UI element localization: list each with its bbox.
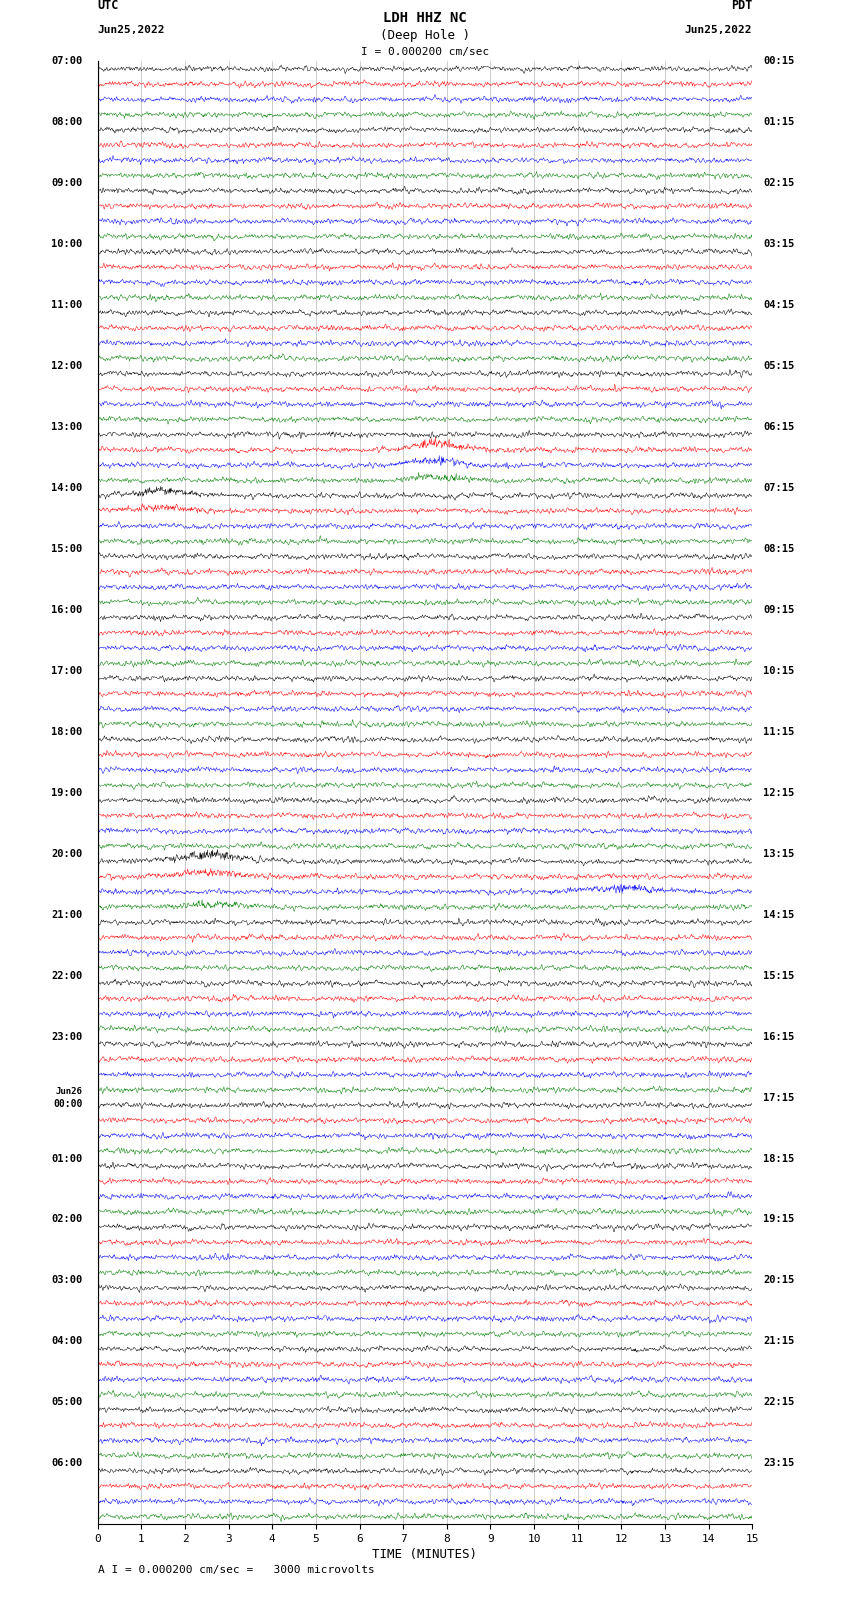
Text: Jun25,2022: Jun25,2022	[685, 24, 752, 35]
Text: 02:00: 02:00	[51, 1215, 82, 1224]
Text: 06:15: 06:15	[763, 423, 795, 432]
Text: 08:15: 08:15	[763, 544, 795, 553]
Text: 10:15: 10:15	[763, 666, 795, 676]
Text: 12:15: 12:15	[763, 787, 795, 798]
Text: 09:00: 09:00	[51, 177, 82, 189]
Text: 15:15: 15:15	[763, 971, 795, 981]
Text: 19:15: 19:15	[763, 1215, 795, 1224]
Text: 03:00: 03:00	[51, 1276, 82, 1286]
Text: 16:00: 16:00	[51, 605, 82, 615]
Text: 21:00: 21:00	[51, 910, 82, 919]
Text: 20:00: 20:00	[51, 848, 82, 858]
Text: 22:15: 22:15	[763, 1397, 795, 1408]
Text: 07:15: 07:15	[763, 482, 795, 494]
Text: Jun26: Jun26	[55, 1087, 82, 1097]
Text: 18:00: 18:00	[51, 727, 82, 737]
Text: (Deep Hole ): (Deep Hole )	[380, 29, 470, 42]
Text: 10:00: 10:00	[51, 239, 82, 248]
Text: 12:00: 12:00	[51, 361, 82, 371]
Text: LDH HHZ NC: LDH HHZ NC	[383, 11, 467, 24]
Text: 02:15: 02:15	[763, 177, 795, 189]
Text: 00:15: 00:15	[763, 56, 795, 66]
Text: A I = 0.000200 cm/sec =   3000 microvolts: A I = 0.000200 cm/sec = 3000 microvolts	[98, 1565, 375, 1576]
Text: 01:00: 01:00	[51, 1153, 82, 1163]
Text: 07:00: 07:00	[51, 56, 82, 66]
Text: 23:15: 23:15	[763, 1458, 795, 1468]
Text: 17:15: 17:15	[763, 1092, 795, 1103]
Text: 05:00: 05:00	[51, 1397, 82, 1408]
Text: 03:15: 03:15	[763, 239, 795, 248]
Text: 18:15: 18:15	[763, 1153, 795, 1163]
Text: 11:15: 11:15	[763, 727, 795, 737]
X-axis label: TIME (MINUTES): TIME (MINUTES)	[372, 1548, 478, 1561]
Text: 14:15: 14:15	[763, 910, 795, 919]
Text: 16:15: 16:15	[763, 1032, 795, 1042]
Text: 00:00: 00:00	[53, 1098, 82, 1110]
Text: 06:00: 06:00	[51, 1458, 82, 1468]
Text: 08:00: 08:00	[51, 118, 82, 127]
Text: 20:15: 20:15	[763, 1276, 795, 1286]
Text: 15:00: 15:00	[51, 544, 82, 553]
Text: 11:00: 11:00	[51, 300, 82, 310]
Text: I = 0.000200 cm/sec: I = 0.000200 cm/sec	[361, 47, 489, 56]
Text: 19:00: 19:00	[51, 787, 82, 798]
Text: 09:15: 09:15	[763, 605, 795, 615]
Text: UTC: UTC	[98, 0, 119, 11]
Text: 05:15: 05:15	[763, 361, 795, 371]
Text: 01:15: 01:15	[763, 118, 795, 127]
Text: 21:15: 21:15	[763, 1337, 795, 1347]
Text: 13:00: 13:00	[51, 423, 82, 432]
Text: 22:00: 22:00	[51, 971, 82, 981]
Text: 23:00: 23:00	[51, 1032, 82, 1042]
Text: 14:00: 14:00	[51, 482, 82, 494]
Text: 04:00: 04:00	[51, 1337, 82, 1347]
Text: 04:15: 04:15	[763, 300, 795, 310]
Text: 13:15: 13:15	[763, 848, 795, 858]
Text: Jun25,2022: Jun25,2022	[98, 24, 165, 35]
Text: PDT: PDT	[731, 0, 752, 11]
Text: 17:00: 17:00	[51, 666, 82, 676]
